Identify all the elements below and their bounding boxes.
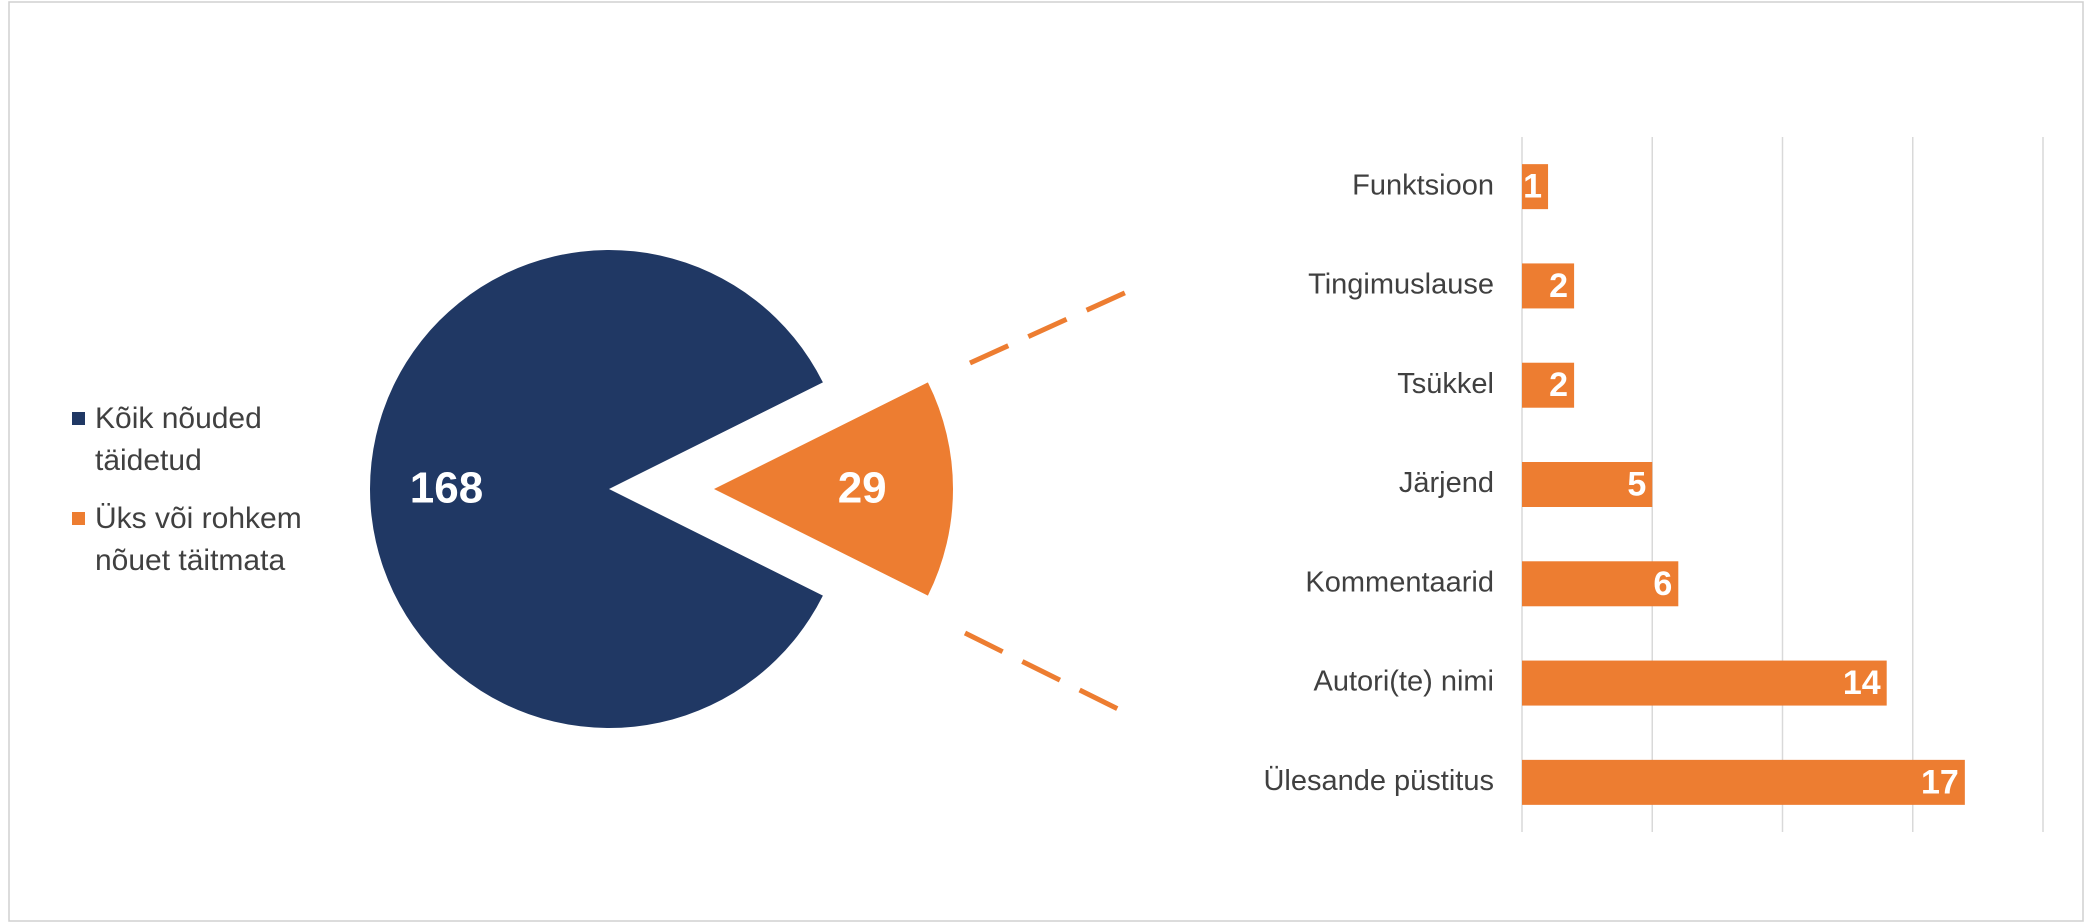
y-tick-label: Tsükkel	[1397, 368, 1494, 400]
chart-border	[8, 1, 2084, 922]
data-label: 1	[1523, 168, 1542, 206]
data-label: 2	[1549, 267, 1568, 305]
legend-swatch	[72, 512, 85, 525]
legend-label: Üks või rohkem nõuet täitmata	[95, 502, 302, 577]
y-tick-label: Kommentaarid	[1305, 566, 1494, 598]
y-tick-label: Ülesande püstitus	[1263, 765, 1494, 797]
pie-slice	[714, 382, 954, 596]
data-label: 168	[410, 464, 483, 513]
y-tick-label: Tingimuslause	[1308, 269, 1494, 301]
data-label: 2	[1549, 366, 1568, 404]
legend-swatch	[72, 412, 85, 425]
bar	[1522, 263, 1575, 309]
data-label: 17	[1921, 763, 1959, 801]
bar	[1522, 164, 1549, 210]
connector-line	[968, 283, 1142, 366]
data-label: 14	[1843, 664, 1881, 702]
y-tick-label: Autori(te) nimi	[1314, 666, 1495, 698]
bar	[1522, 759, 1965, 805]
pie-slice	[369, 249, 823, 729]
data-label: 6	[1653, 565, 1672, 603]
bar	[1522, 561, 1679, 607]
connector-line	[963, 630, 1132, 718]
data-label: 29	[838, 464, 887, 513]
bar	[1522, 660, 1887, 706]
y-tick-label: Funktsioon	[1352, 169, 1494, 201]
y-tick-label: Järjend	[1399, 467, 1494, 499]
data-label: 5	[1627, 465, 1646, 503]
bar	[1522, 362, 1575, 408]
bar	[1522, 462, 1653, 507]
legend-label: Kõik nõuded täidetud	[95, 402, 262, 477]
